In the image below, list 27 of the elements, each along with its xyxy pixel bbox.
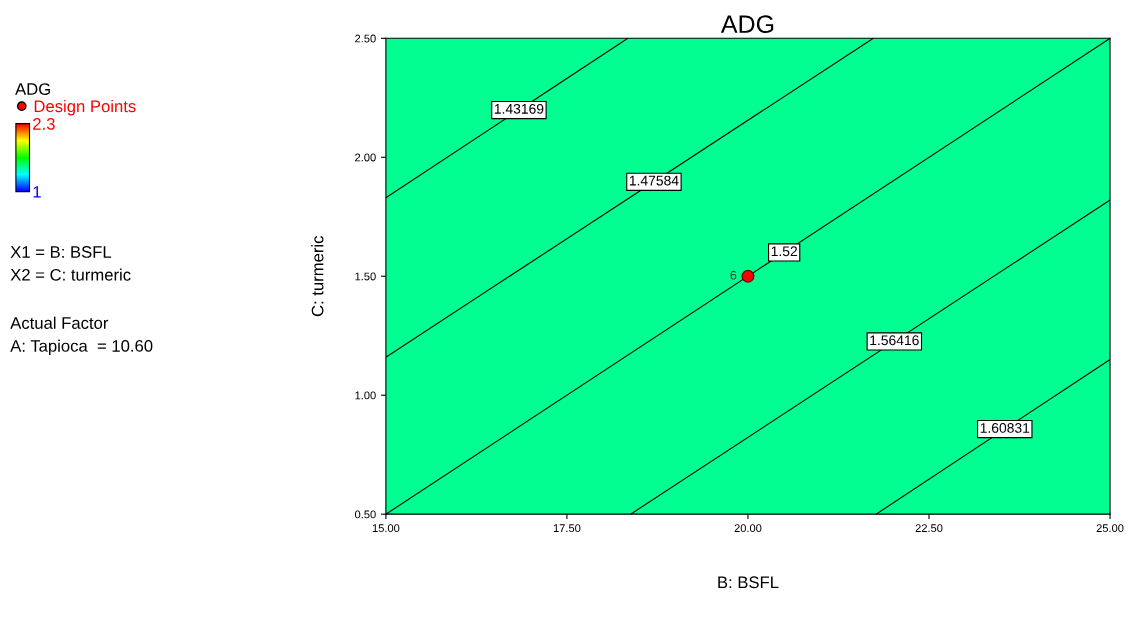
y-tick-label: 2.00 (355, 153, 376, 162)
text: X1 = B: BSFL (10, 246, 112, 258)
y-tick-label: 0.50 (354, 510, 376, 519)
annotation: 6 (730, 270, 737, 280)
y-tick-label: 2.50 (355, 34, 376, 43)
series-label: 1.43169 (494, 103, 544, 114)
legend-title: ADG (15, 83, 50, 95)
x-tick-label: 17.50 (553, 524, 581, 533)
x-tick-label: 20.00 (734, 524, 762, 533)
color-bar-label: 1 (33, 186, 41, 198)
x-tick-label: 25.00 (1096, 524, 1124, 533)
chart-title: ADG (720, 15, 774, 34)
legend-label: Design Points (34, 99, 136, 116)
x-tick-label: 15.00 (372, 524, 400, 533)
series-label: 1.60831 (980, 423, 1030, 433)
color-bar-label: 2.3 (33, 118, 55, 130)
text: X2 = C: turmeric (10, 268, 131, 281)
text: A: Tapioca = 10.60 (10, 339, 153, 356)
y-tick-label: 1.50 (355, 272, 376, 281)
text: Actual Factor (10, 316, 109, 329)
series-label: 1.56416 (870, 335, 919, 346)
x-tick-label: 22.50 (915, 524, 943, 533)
y-axis-title: C: turmeric (311, 235, 324, 317)
x-axis-title: B: BSFL (718, 576, 779, 589)
series-label: 1.47584 (629, 175, 679, 186)
y-tick-label: 1.00 (355, 391, 376, 400)
series-label: 1.52 (771, 246, 797, 257)
